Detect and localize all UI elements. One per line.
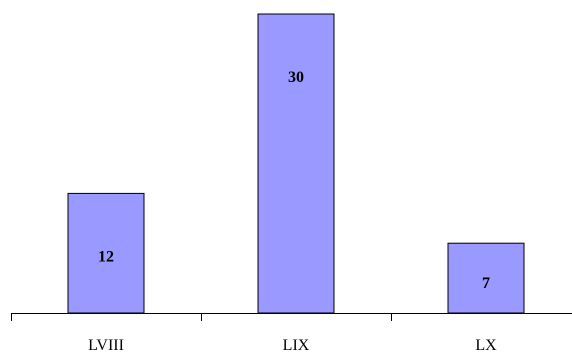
bar-lix <box>257 13 335 314</box>
bar-lviii <box>67 192 145 314</box>
data-label-lix: 30 <box>288 69 304 86</box>
data-label-lviii: 12 <box>98 248 114 265</box>
data-label-lx: 7 <box>482 275 490 292</box>
x-tick-label-lviii: LVIII <box>88 337 124 354</box>
x-axis <box>11 313 572 321</box>
bar-lx <box>447 242 525 314</box>
data-labels-group: 12 30 7 <box>98 69 490 292</box>
bars-group <box>67 13 525 314</box>
x-tick-label-lx: LX <box>475 337 497 354</box>
x-tick-label-lix: LIX <box>283 337 310 354</box>
category-labels-group: LVIII LIX LX <box>88 337 497 354</box>
